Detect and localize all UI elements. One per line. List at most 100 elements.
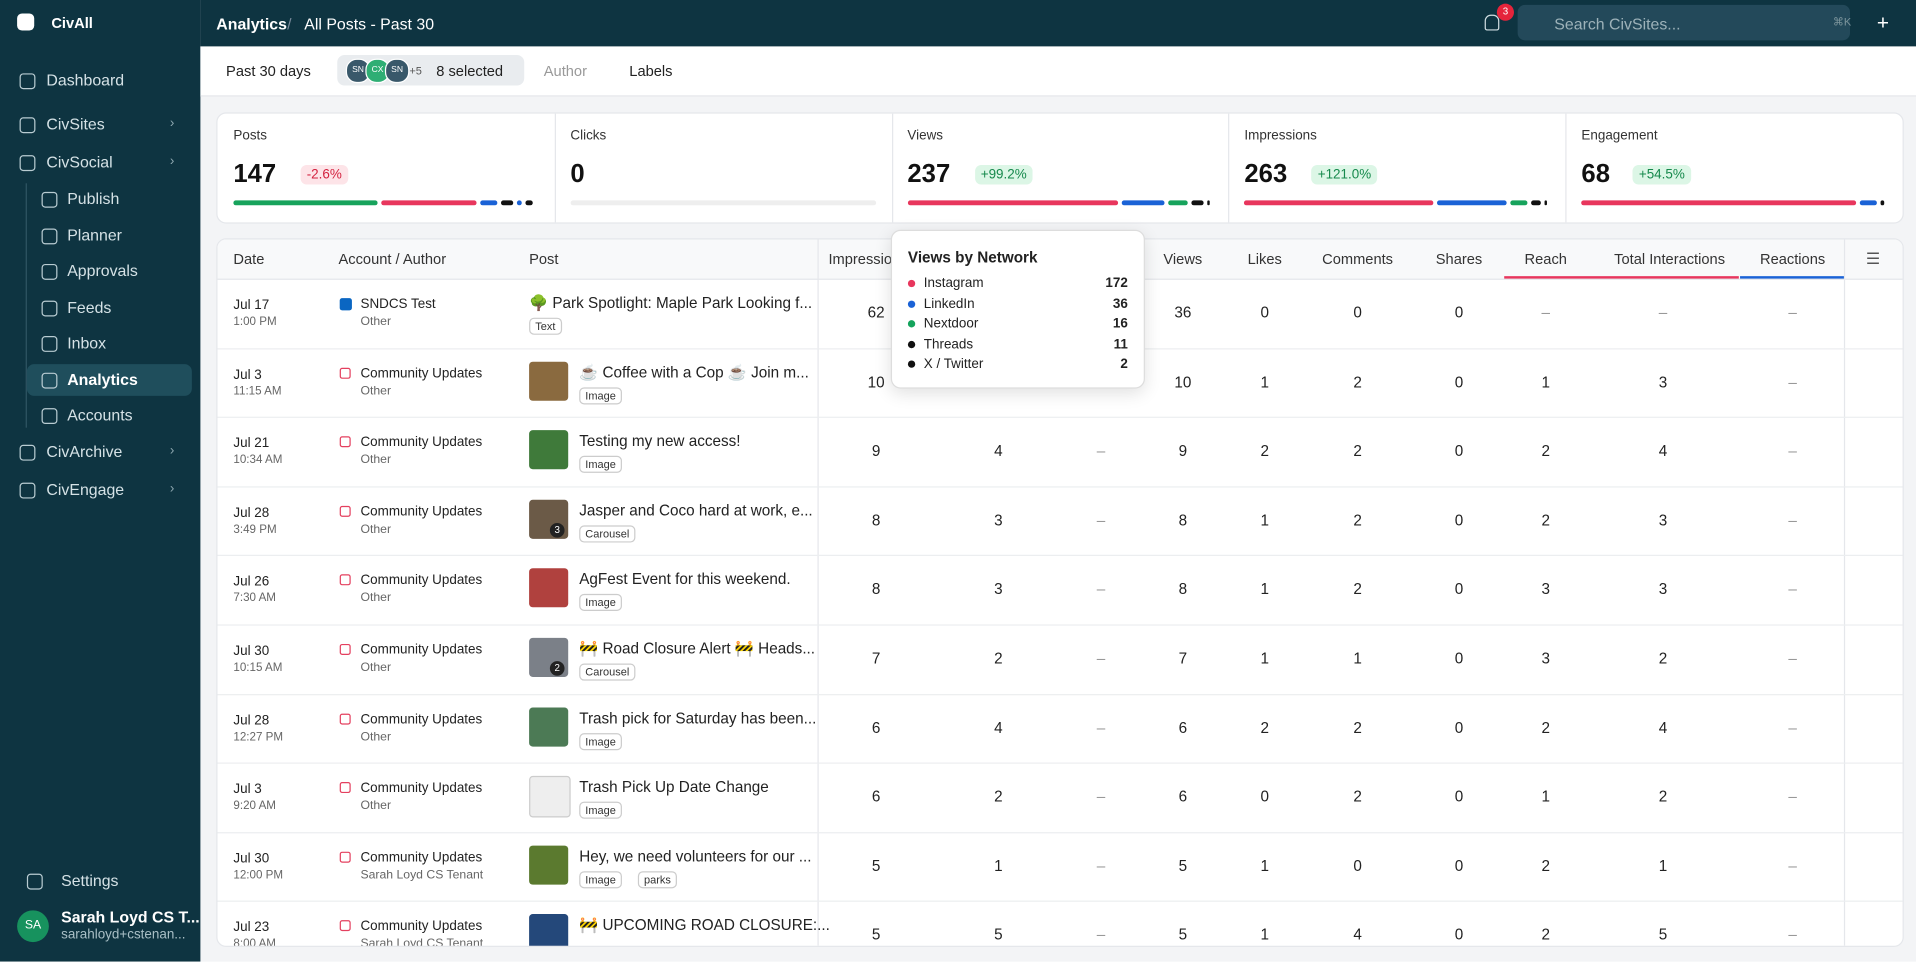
column-header[interactable]: Views	[1163, 250, 1203, 268]
column-settings[interactable]: ☰	[1865, 249, 1881, 268]
top-bar: Analytics / All Posts - Past 30 3 Search Civ…	[200, 0, 1916, 47]
post-title[interactable]: Testing my new access!	[579, 432, 741, 450]
logo	[17, 13, 35, 31]
table-row[interactable]	[217, 555, 1903, 626]
nav-item[interactable]: CivSites	[46, 114, 105, 134]
stat-bar-segment	[381, 200, 477, 206]
cell: 8	[1178, 511, 1188, 529]
sub-nav-item[interactable]: Feeds	[67, 298, 112, 317]
post-thumbnail	[529, 568, 569, 608]
table-row[interactable]	[217, 486, 1903, 557]
column-header[interactable]: Reactions	[1759, 250, 1826, 268]
cell: 10	[1174, 373, 1192, 391]
bell[interactable]	[1484, 14, 1500, 31]
cell: 3	[994, 580, 1003, 599]
post-title[interactable]: AgFest Event for this weekend.	[579, 571, 791, 589]
column-header[interactable]: Reach	[1524, 250, 1567, 268]
date: Jul 23	[233, 920, 270, 936]
breadcrumb[interactable]: All Posts - Past 30	[304, 14, 435, 33]
column-header[interactable]: Likes	[1247, 250, 1282, 268]
column-header[interactable]: Date	[233, 250, 265, 268]
account: Community Updates	[360, 711, 483, 727]
column-header[interactable]: Total Interactions	[1614, 250, 1726, 268]
column-header[interactable]: Comments	[1322, 250, 1394, 268]
search[interactable]	[1517, 4, 1851, 41]
post-title[interactable]: 🚧 UPCOMING ROAD CLOSURE:...	[579, 916, 830, 935]
sidebar: CivAll Dashboard CivSites › CivSocial › Publis…	[0, 0, 201, 962]
cell: 2	[1541, 857, 1550, 875]
author: Other	[360, 730, 392, 744]
cell: 0	[1260, 788, 1269, 806]
sub-nav-item[interactable]: Planner	[67, 226, 122, 245]
cell: 2	[1353, 580, 1362, 599]
cell: 2	[1541, 442, 1550, 460]
network-name: Instagram	[923, 276, 984, 291]
cell: 1	[1541, 788, 1550, 806]
cell: 9	[1178, 442, 1188, 460]
shortcut: ⌘K	[1832, 15, 1852, 29]
nav-icon	[41, 372, 58, 389]
user-name[interactable]: Sarah Loyd CS T...	[61, 907, 200, 927]
table-row[interactable]	[217, 694, 1903, 764]
labels-filter[interactable]: Labels	[629, 62, 673, 80]
post-title[interactable]: 🌳 Park Spotlight: Maple Park Looking f..…	[529, 294, 813, 312]
sub-nav-item[interactable]: Approvals	[67, 261, 138, 280]
cell: 0	[1454, 719, 1464, 737]
post-title[interactable]: ☕ Coffee with a Cop ☕ Join m...	[579, 363, 809, 381]
cell: 0	[1454, 511, 1464, 529]
cell: –	[1096, 926, 1106, 944]
settings[interactable]: Settings	[61, 871, 119, 890]
author-filter[interactable]: Author	[543, 62, 587, 80]
post-title[interactable]: Trash pick for Saturday has been...	[579, 709, 817, 727]
sub-nav-item[interactable]: Inbox	[67, 333, 107, 352]
cell: 6	[871, 788, 881, 806]
post-tag: Image	[579, 456, 622, 474]
cell: –	[1788, 650, 1797, 668]
post-title[interactable]: Hey, we need volunteers for our ...	[579, 847, 812, 865]
sub-nav-item[interactable]: Publish	[67, 189, 120, 208]
table-row[interactable]	[217, 624, 1903, 695]
cell: 1	[1541, 373, 1550, 391]
breadcrumb[interactable]: Analytics	[216, 14, 287, 33]
cell: 2	[1541, 511, 1550, 529]
network-icon	[339, 643, 351, 655]
table-row[interactable]	[217, 832, 1903, 903]
nav-item[interactable]: CivArchive	[46, 442, 123, 461]
column-header[interactable]: Shares	[1435, 250, 1483, 268]
cell: –	[1788, 788, 1797, 806]
column-header[interactable]: Impressions	[828, 250, 908, 268]
column-header[interactable]: Account / Author	[338, 250, 447, 268]
cell: –	[1096, 650, 1106, 668]
network-icon	[339, 782, 351, 794]
table-row[interactable]	[217, 417, 1903, 488]
nav-item[interactable]: CivEngage	[46, 480, 125, 499]
post-title[interactable]: 🚧 Road Closure Alert 🚧 Heads...	[579, 640, 816, 658]
date: Jul 21	[233, 436, 270, 452]
add-button[interactable]: +	[1876, 10, 1890, 35]
cell: 2	[994, 788, 1003, 806]
account: Community Updates	[360, 781, 483, 796]
post-title[interactable]: Trash Pick Up Date Change	[579, 778, 769, 796]
table-row[interactable]	[217, 763, 1903, 834]
post-title[interactable]: Jasper and Coco hard at work, e...	[579, 501, 813, 520]
cell: 7	[1178, 650, 1188, 668]
network-name: Threads	[923, 336, 974, 352]
stat-bar-segment	[233, 200, 378, 206]
nav-icon	[19, 444, 36, 461]
cell: 2	[1541, 926, 1550, 944]
stat-value: 0	[570, 160, 585, 189]
network-value: 172	[1105, 276, 1128, 291]
column-header[interactable]: Post	[529, 250, 559, 268]
date: Jul 3	[233, 782, 262, 797]
sub-nav-item[interactable]: Analytics	[67, 370, 138, 389]
sub-nav-item[interactable]: Accounts	[67, 405, 133, 425]
time: 1:00 PM	[233, 315, 277, 329]
table-row[interactable]	[217, 348, 1903, 419]
author: Sarah Loyd CS Tenant	[360, 937, 484, 948]
nav-item[interactable]: CivSocial	[46, 152, 113, 172]
date: Jul 28	[233, 505, 270, 521]
range-filter[interactable]: Past 30 days	[226, 62, 311, 80]
network-icon	[339, 367, 351, 379]
post-thumbnail	[529, 914, 569, 946]
nav-item[interactable]: Dashboard	[46, 70, 125, 90]
